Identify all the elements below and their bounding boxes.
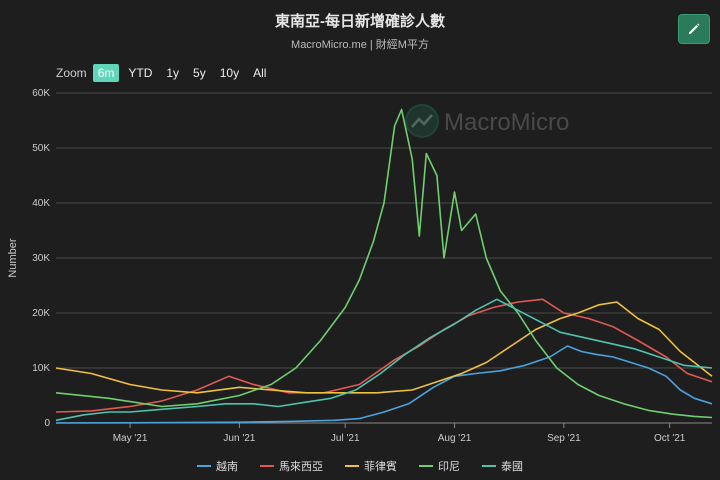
watermark-logo-mark xyxy=(411,114,433,128)
legend-label: 馬來西亞 xyxy=(279,461,323,473)
y-tick-label: 60K xyxy=(32,88,50,99)
legend-swatch xyxy=(482,465,496,467)
chart-subtitle: MacroMicro.me | 財經M平方 xyxy=(291,39,429,51)
legend-label: 印尼 xyxy=(438,461,460,473)
x-tick-label: Sep '21 xyxy=(547,433,581,444)
y-tick-label: 0 xyxy=(44,418,50,429)
y-tick-label: 20K xyxy=(32,308,50,319)
series-line-2 xyxy=(55,301,713,394)
series-line-1 xyxy=(55,298,713,413)
series-line-0 xyxy=(55,345,713,424)
legend-label: 菲律賓 xyxy=(364,461,397,473)
y-tick-label: 10K xyxy=(32,363,50,374)
legend-label: 泰國 xyxy=(501,461,523,473)
zoom-selector: Zoom 6m YTD 1y 5y 10y All xyxy=(56,64,271,82)
x-axis-ticks: May '21 Jun '21 Jul '21 Aug '21 Sep '21 Oct '… xyxy=(113,423,686,444)
legend: 越南 馬來西亞 菲律賓 印尼 泰國 xyxy=(0,458,720,474)
legend-swatch xyxy=(260,465,274,467)
y-axis-label: Number xyxy=(7,238,19,277)
series-line-4 xyxy=(55,298,713,422)
legend-swatch xyxy=(345,465,359,467)
legend-item-1[interactable]: 馬來西亞 xyxy=(260,458,323,474)
x-tick-label: Oct '21 xyxy=(654,433,686,444)
y-tick-label: 30K xyxy=(32,253,50,264)
zoom-ytd-button[interactable]: YTD xyxy=(128,66,153,80)
series-lines xyxy=(55,108,713,424)
x-tick-label: May '21 xyxy=(113,433,148,444)
legend-item-2[interactable]: 菲律賓 xyxy=(345,458,397,474)
legend-label: 越南 xyxy=(216,461,238,473)
edit-button[interactable] xyxy=(678,14,710,44)
watermark-text: MacroMicro xyxy=(444,109,569,136)
y-tick-label: 50K xyxy=(32,143,50,154)
legend-swatch xyxy=(419,465,433,467)
zoom-1y-button[interactable]: 1y xyxy=(166,66,180,80)
zoom-all-button[interactable]: All xyxy=(253,66,267,80)
legend-item-3[interactable]: 印尼 xyxy=(419,458,460,474)
pencil-icon xyxy=(689,23,700,34)
legend-item-4[interactable]: 泰國 xyxy=(482,458,523,474)
x-tick-label: Aug '21 xyxy=(438,433,472,444)
zoom-10y-button[interactable]: 10y xyxy=(219,66,240,80)
y-tick-label: 40K xyxy=(32,198,50,209)
legend-swatch xyxy=(197,465,211,467)
x-tick-label: Jun '21 xyxy=(223,433,255,444)
y-axis-ticks: 0 10K 20K 30K 40K 50K 60K xyxy=(32,88,50,429)
series-line-3 xyxy=(55,108,713,419)
legend-item-0[interactable]: 越南 xyxy=(197,458,238,474)
gridlines xyxy=(56,92,712,424)
zoom-5y-button[interactable]: 5y xyxy=(193,66,206,80)
zoom-6m-button[interactable]: 6m xyxy=(92,64,120,82)
zoom-label: Zoom xyxy=(56,66,87,80)
watermark-logo xyxy=(405,104,439,138)
chart-title: 東南亞-每日新增確診人數 xyxy=(275,13,445,30)
x-tick-label: Jul '21 xyxy=(331,433,360,444)
watermark: MacroMicro xyxy=(405,104,569,138)
